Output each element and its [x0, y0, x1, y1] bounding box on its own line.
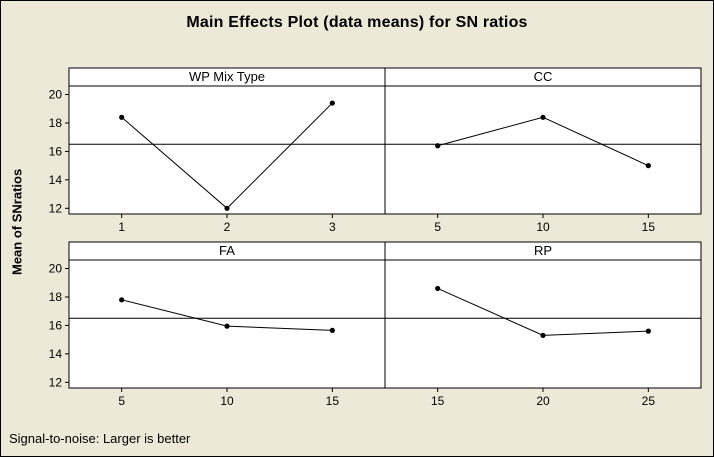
- data-point: [540, 114, 546, 120]
- x-tick-label: 10: [220, 394, 234, 408]
- y-tick-label: 12: [49, 375, 63, 389]
- x-tick-label: 25: [642, 394, 656, 408]
- panel-label: FA: [219, 243, 235, 258]
- y-tick-label: 14: [49, 346, 63, 360]
- data-point: [329, 99, 335, 106]
- data-point: [119, 296, 125, 302]
- data-point: [329, 327, 335, 333]
- panel-label: WP Mix Type: [189, 69, 265, 84]
- x-tick-label: 1: [118, 220, 125, 234]
- signal-to-noise-footnote: Signal-to-noise: Larger is better: [9, 431, 191, 446]
- y-axis-label: Mean of SNratios: [9, 168, 25, 275]
- chart-body: Mean of SNratios 12 14 16 18 20 WP Mix Type 1 2…: [1, 42, 713, 431]
- data-point: [224, 205, 230, 211]
- x-tick-label: 15: [326, 394, 340, 408]
- x-tick-label: 5: [118, 394, 125, 408]
- x-tick-label: 15: [431, 394, 445, 408]
- x-tick-label: 2: [224, 220, 231, 234]
- data-point: [645, 162, 651, 168]
- data-point: [645, 328, 651, 334]
- x-tick-label: 10: [536, 220, 550, 234]
- data-point: [119, 114, 125, 120]
- y-tick-label: 16: [49, 318, 63, 332]
- x-tick-label: 3: [329, 220, 336, 234]
- x-tick-label: 20: [536, 394, 550, 408]
- y-tick-label: 20: [49, 261, 63, 275]
- panel-label: RP: [534, 243, 552, 258]
- y-tick-label: 20: [49, 87, 63, 101]
- panel-label: CC: [534, 69, 553, 84]
- data-point: [224, 323, 230, 329]
- data-point: [540, 332, 546, 338]
- chart-title: Main Effects Plot (data means) for SN ra…: [186, 14, 528, 31]
- y-tick-label: 18: [49, 289, 63, 303]
- x-tick-label: 15: [642, 220, 656, 234]
- y-tick-label: 14: [49, 172, 63, 186]
- data-point: [435, 285, 441, 291]
- y-tick-label: 16: [49, 144, 63, 158]
- y-tick-label: 18: [49, 115, 63, 129]
- y-tick-label: 12: [49, 201, 63, 215]
- x-tick-label: 5: [434, 220, 441, 234]
- data-point: [435, 142, 441, 148]
